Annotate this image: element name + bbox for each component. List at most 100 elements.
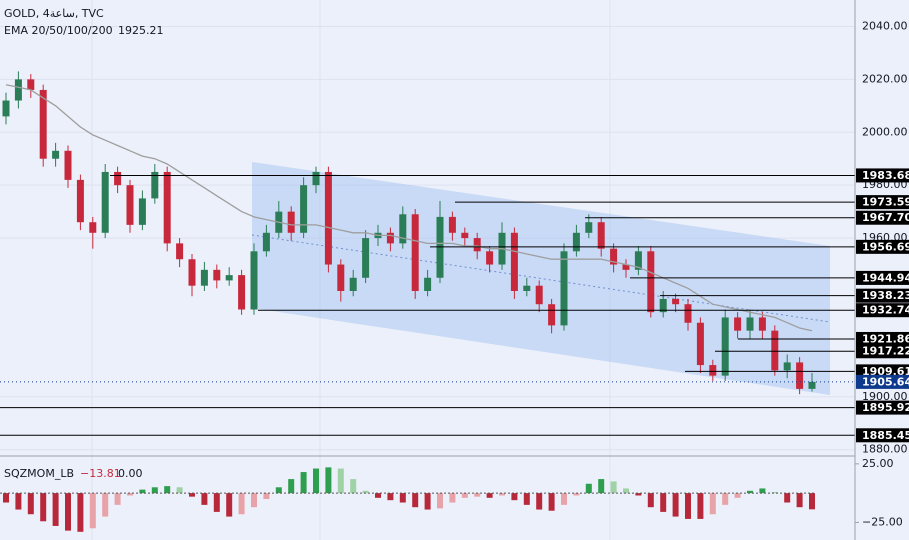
osc-bar <box>275 487 282 494</box>
candle-body <box>64 150 72 180</box>
osc-bar <box>697 493 704 519</box>
osc-bar <box>511 493 518 501</box>
osc-bar <box>102 493 109 517</box>
osc-bar <box>685 493 691 519</box>
osc-bar <box>573 493 580 496</box>
candle-body <box>721 317 729 376</box>
candle-body <box>436 216 444 278</box>
osc-bar <box>114 493 121 505</box>
candle-body <box>461 232 469 239</box>
osc-bar <box>337 468 344 494</box>
osc-bar <box>127 493 133 496</box>
candle-body <box>696 322 704 366</box>
candle-body <box>709 365 717 376</box>
candle-body <box>771 330 779 371</box>
osc-bar <box>313 468 319 494</box>
level-label: 1895.92 <box>862 401 909 414</box>
osc-bar <box>3 493 9 503</box>
osc-bar <box>251 493 257 508</box>
candle-body <box>448 216 456 233</box>
candle-body <box>610 248 618 265</box>
osc-bar <box>536 493 543 510</box>
candle-body <box>213 269 221 281</box>
osc-bar <box>486 493 493 498</box>
osc-bar <box>189 493 195 497</box>
candle-body <box>523 285 531 291</box>
level-label-box <box>856 364 909 379</box>
osc-bar <box>52 493 59 526</box>
candle-body <box>312 171 320 186</box>
y-tick-label: 2000.00 <box>862 125 908 138</box>
candle-body <box>238 275 246 310</box>
osc-bar <box>523 493 530 505</box>
candle-body <box>796 362 804 389</box>
osc-bar <box>151 487 158 494</box>
candle-body <box>746 317 754 331</box>
y-tick-label: 2020.00 <box>862 72 908 85</box>
osc-bar <box>40 493 47 522</box>
candle-body <box>647 251 655 313</box>
level-label-box <box>856 303 909 318</box>
level-label: 1885.45 <box>862 429 909 442</box>
osc-bar <box>759 488 766 494</box>
channel <box>252 162 830 395</box>
osc-bar <box>226 493 233 517</box>
chart-title: GOLD, 4ساعة, TVC <box>4 7 104 20</box>
level-label-box <box>856 195 909 210</box>
y-tick-label: 2040.00 <box>862 19 908 32</box>
osc-bar <box>300 472 307 494</box>
candle-body <box>176 243 184 260</box>
osc-bar <box>176 487 183 494</box>
osc-bar <box>350 479 357 494</box>
candle-body <box>560 251 568 326</box>
candle-body <box>138 198 146 225</box>
level-label-box <box>856 344 909 359</box>
candle-body <box>535 285 543 305</box>
osc-bar <box>672 493 679 517</box>
candle-body <box>349 277 357 291</box>
candle-body <box>337 264 345 291</box>
oscillator-value: −13.81 <box>80 467 121 480</box>
osc-bar <box>747 490 753 494</box>
osc-bar <box>771 491 778 494</box>
candle-body <box>200 269 208 286</box>
level-label-box <box>856 270 909 285</box>
osc-bar <box>65 493 71 531</box>
candle-body <box>39 89 47 159</box>
osc-bar <box>375 493 381 498</box>
level-label: 1917.22 <box>862 345 909 358</box>
osc-bar <box>598 479 605 494</box>
osc-bar <box>15 493 22 510</box>
osc-bar <box>263 493 270 499</box>
candle-body <box>300 185 308 233</box>
candle-body <box>2 100 10 117</box>
level-label-box <box>856 331 909 346</box>
osc-bar <box>437 493 443 509</box>
candle-body <box>101 171 109 233</box>
osc-bar <box>27 493 34 515</box>
osc-bar <box>784 493 791 503</box>
osc-bar <box>412 493 419 508</box>
candle-body <box>225 275 233 281</box>
candle-body <box>411 214 419 291</box>
osc-bar <box>647 493 654 508</box>
level-label: 1921.86 <box>862 332 909 345</box>
grid <box>0 25 855 451</box>
y-tick-label: 1900.00 <box>862 390 908 403</box>
candle-body <box>548 304 556 326</box>
osc-bar <box>288 479 295 494</box>
osc-bar <box>387 493 394 501</box>
candle-body <box>114 171 122 186</box>
osc-bar <box>201 493 208 505</box>
osc-bar <box>499 493 505 496</box>
osc-bar <box>362 490 369 494</box>
candle-body <box>510 232 518 291</box>
candle-body <box>659 298 667 313</box>
level-label: 1938.23 <box>862 289 909 302</box>
candle-body <box>585 222 593 233</box>
level-label: 1983.68 <box>862 169 909 182</box>
osc-bar <box>809 493 815 510</box>
last-price-label: 1905.64 <box>862 375 909 388</box>
candle-body <box>324 171 332 265</box>
osc-bar <box>635 493 642 496</box>
